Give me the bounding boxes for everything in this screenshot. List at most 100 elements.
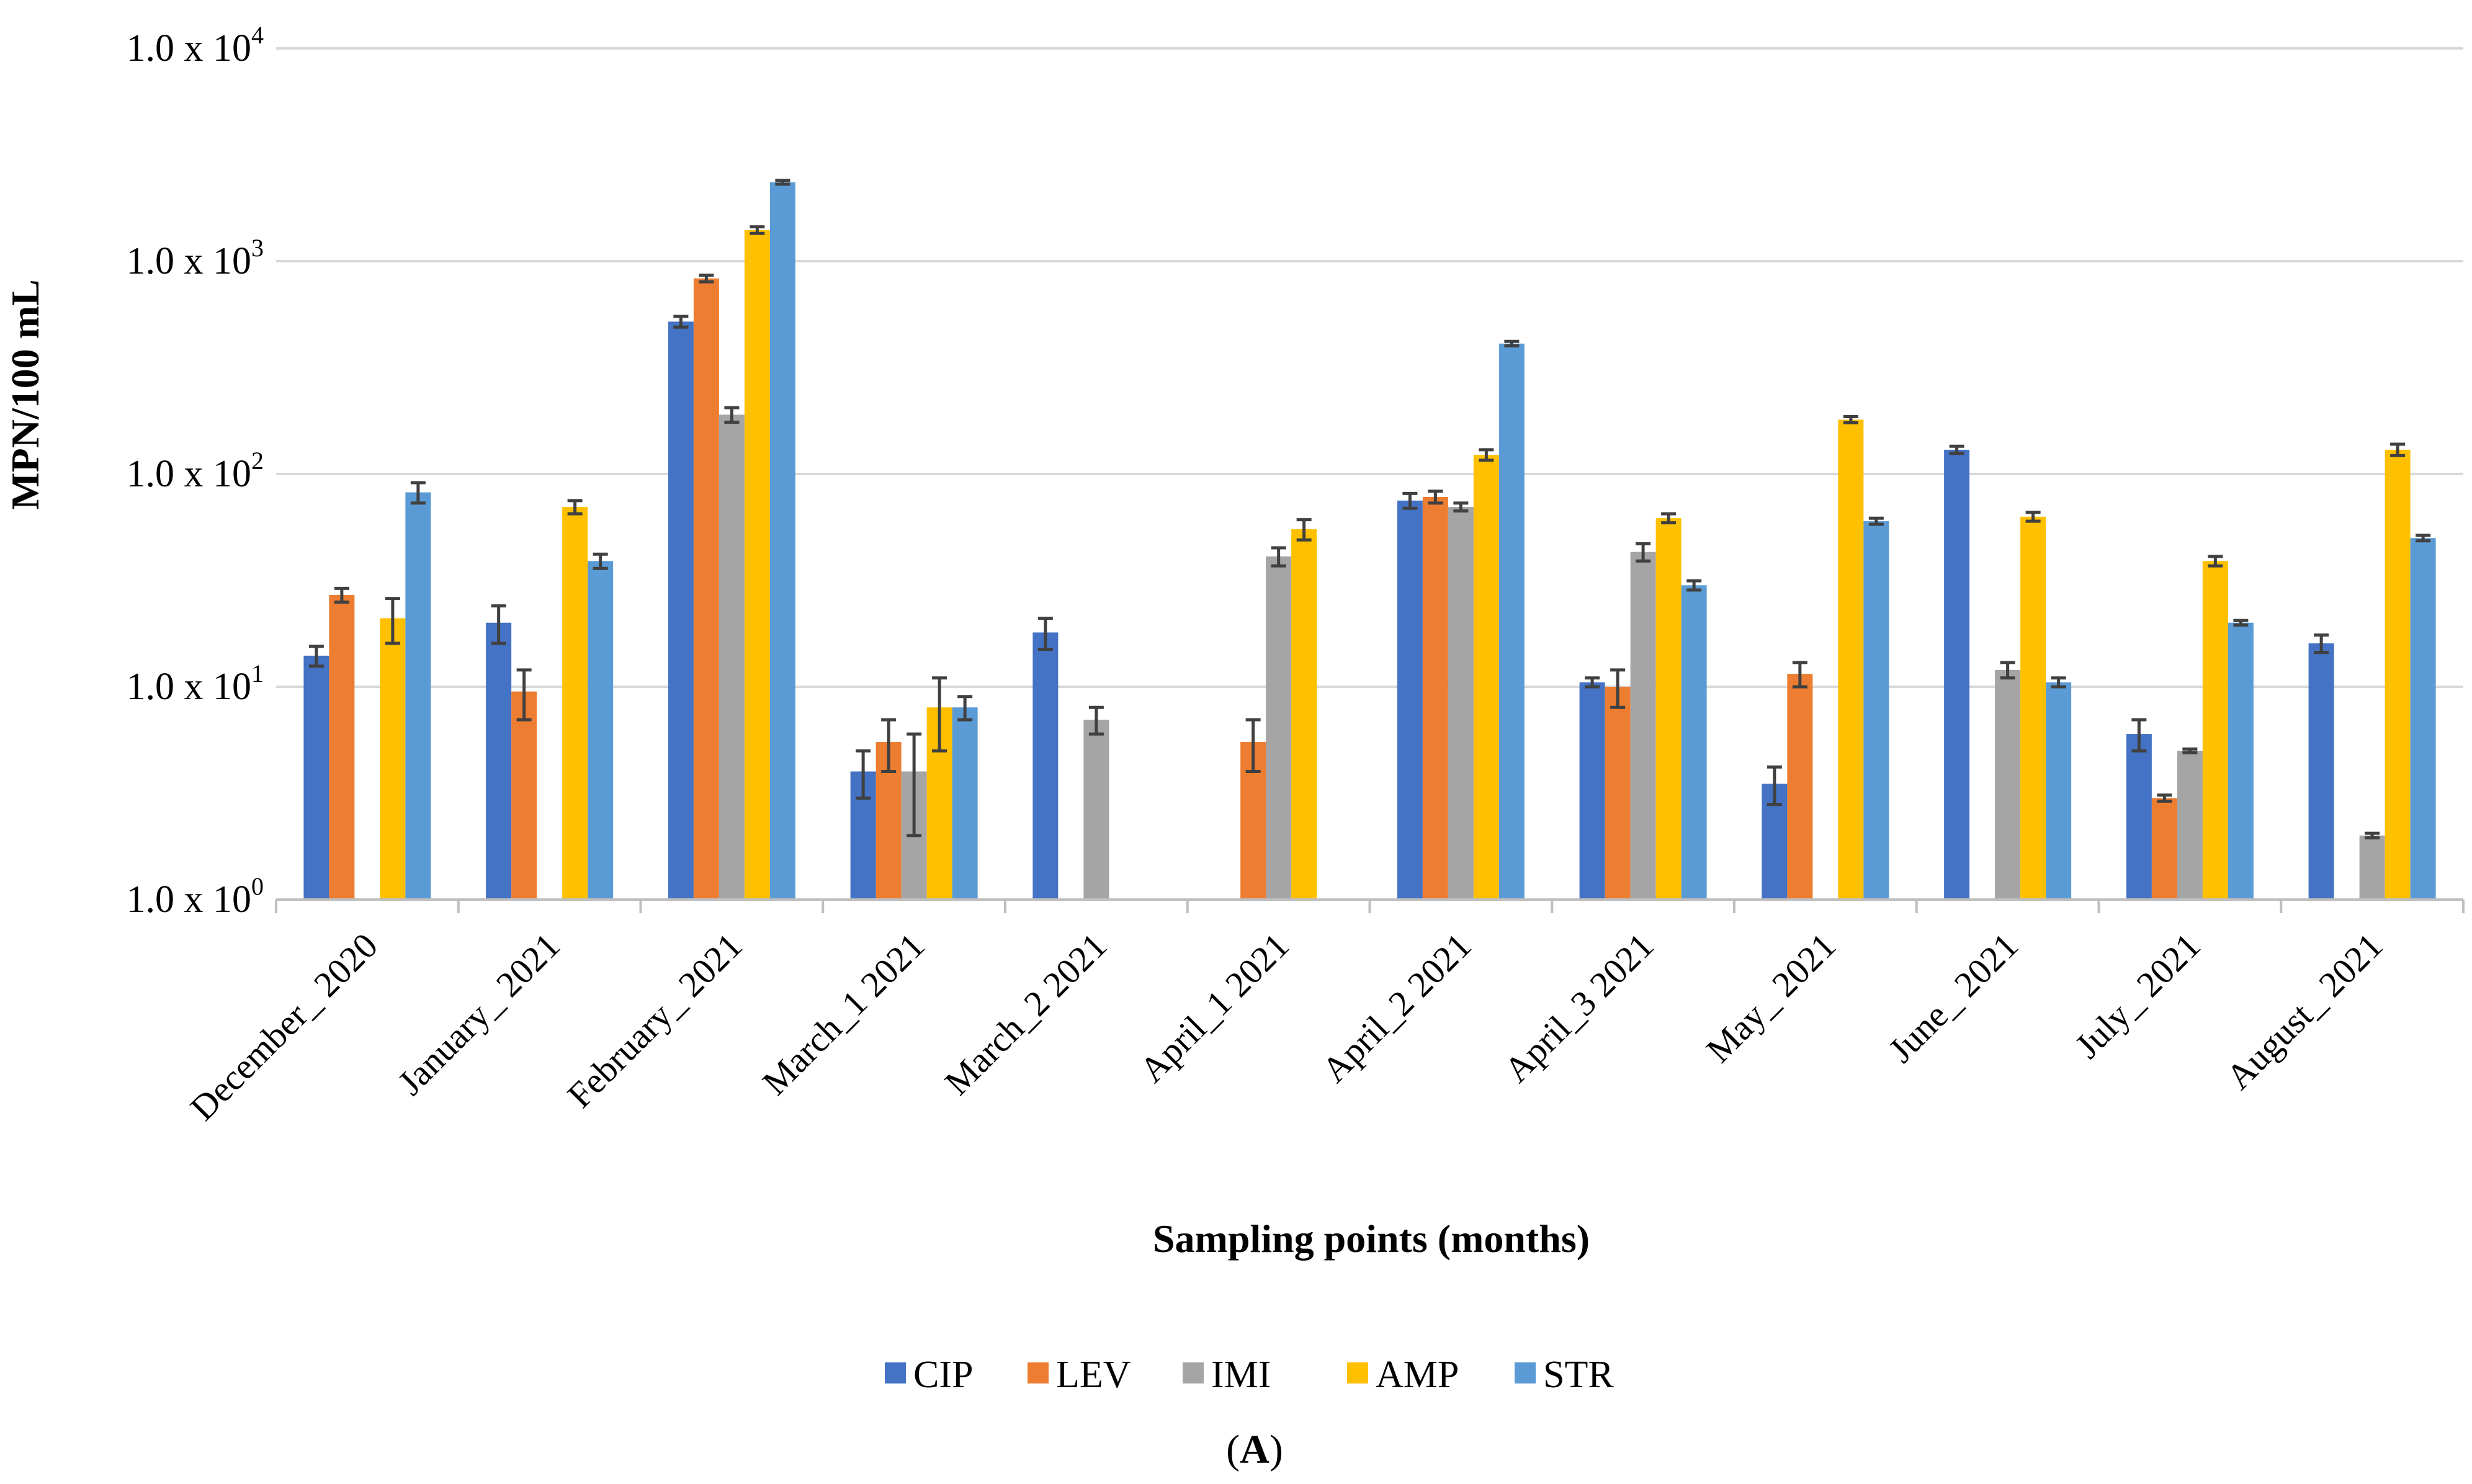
legend-item-str: STR <box>1515 1354 1614 1396</box>
legend-label: IMI <box>1211 1354 1271 1396</box>
bar-amp <box>2020 516 2046 900</box>
x-axis-title: Sampling points (months) <box>1153 1217 1590 1261</box>
legend-item-lev: LEV <box>1028 1354 1131 1396</box>
x-tick-label: March_1 2021 <box>755 925 932 1102</box>
error-bar-lev <box>1428 489 1443 505</box>
legend-item-amp: AMP <box>1347 1354 1459 1396</box>
bar-imi <box>719 414 745 900</box>
bar-str <box>1498 343 1525 900</box>
bar-cip <box>2126 734 2152 900</box>
error-bar-cip <box>673 315 689 329</box>
panel-label: (A) <box>1226 1427 1283 1472</box>
error-bar-amp <box>1296 518 1312 542</box>
bar-imi <box>1266 556 1292 900</box>
x-tick-label: April_3 2021 <box>1496 925 1661 1090</box>
bar-str <box>405 492 431 900</box>
x-tick-label: April_1 2021 <box>1132 925 1297 1090</box>
legend-label: CIP <box>913 1354 973 1396</box>
error-bar-cip <box>1585 676 1600 689</box>
bar-cip <box>668 321 694 900</box>
error-bar-amp <box>2025 511 2041 523</box>
error-bar-imi <box>1271 546 1286 568</box>
error-bar-cip <box>491 604 506 645</box>
bar-cip <box>2308 643 2334 900</box>
x-tick-label: December_ 2020 <box>182 925 385 1128</box>
bar-str <box>769 182 795 900</box>
error-bar-amp <box>1661 512 1677 525</box>
error-bar-imi <box>2182 747 2198 754</box>
error-bar-lev <box>1792 661 1807 689</box>
error-bar-str <box>1504 339 1520 347</box>
x-tick-label: August_ 2021 <box>2218 925 2390 1097</box>
y-axis-title: MPN/100 mL <box>3 279 47 510</box>
error-bar-str <box>2416 534 2431 543</box>
bar-str <box>1681 585 1707 900</box>
bar-cip <box>1397 500 1423 900</box>
error-bar-cip <box>2314 633 2329 655</box>
bar-str <box>1863 521 1889 900</box>
bar-amp <box>2385 449 2411 900</box>
bar-cip <box>303 655 329 900</box>
error-bar-str <box>1868 516 1884 526</box>
bar-cip <box>1032 632 1059 900</box>
bar-imi <box>2359 835 2385 900</box>
error-bar-cip <box>1949 444 1964 455</box>
bar-lev <box>329 595 355 900</box>
bar-amp <box>562 507 588 900</box>
bar-str <box>2046 682 2072 900</box>
bar-cip <box>1944 449 1970 900</box>
x-tick-label: May_ 2021 <box>1698 925 1843 1070</box>
error-bar-amp <box>1479 448 1494 462</box>
y-tick-label: 1.0 x 104 <box>127 21 264 69</box>
bar-lev <box>511 691 537 900</box>
bar-str <box>2228 622 2254 900</box>
y-tick-label: 1.0 x 103 <box>127 234 264 282</box>
error-bar-str <box>2233 619 2249 627</box>
legend: CIP LEV IMI AMP STR <box>885 1354 1614 1396</box>
bar-amp <box>744 230 770 900</box>
legend-label: LEV <box>1056 1354 1131 1396</box>
bar-imi <box>1083 720 1109 900</box>
legend-item-imi: IMI <box>1183 1354 1271 1396</box>
error-bar-amp <box>2390 442 2406 457</box>
bar-imi <box>1630 552 1656 900</box>
bars <box>303 182 2436 900</box>
y-tick-labels: 1.0 x 100 1.0 x 101 1.0 x 102 1.0 x 103 1.0 … <box>127 21 264 921</box>
error-bar-lev <box>2157 793 2172 803</box>
legend-swatch <box>1347 1362 1368 1383</box>
bar-lev <box>2151 798 2177 900</box>
bar-cip <box>486 622 512 900</box>
error-bar-cip <box>2131 718 2147 753</box>
bar-amp <box>1291 529 1317 900</box>
error-bar-amp <box>385 597 400 645</box>
bar-amp <box>2202 561 2228 900</box>
error-bar-cip <box>1767 765 1782 807</box>
legend-swatch <box>1028 1362 1049 1383</box>
error-bar-cip <box>856 749 871 800</box>
bar-lev <box>693 278 719 900</box>
gridlines <box>276 47 2463 688</box>
x-tick-label: January_ 2021 <box>390 925 568 1102</box>
error-bar-lev <box>881 718 897 773</box>
y-tick-label: 1.0 x 100 <box>127 872 264 921</box>
error-bar-imi <box>1453 501 1469 513</box>
error-bar-lev <box>334 586 349 604</box>
legend-swatch <box>885 1362 906 1383</box>
x-tick-label: February_ 2021 <box>560 925 750 1115</box>
error-bar-lev <box>516 668 532 722</box>
error-bar-cip <box>1037 616 1053 651</box>
bar-amp <box>1838 419 1864 900</box>
error-bar-lev <box>1245 718 1261 773</box>
error-bar-imi <box>1088 705 1104 736</box>
bar-lev <box>1422 497 1448 900</box>
bar-str <box>952 707 978 900</box>
error-bar-str <box>775 179 790 186</box>
bar-amp <box>1473 455 1499 900</box>
bar-lev <box>1605 687 1631 900</box>
x-tick-label: April_2 2021 <box>1314 925 1479 1090</box>
bar-amp <box>380 618 406 900</box>
bar-str <box>588 561 614 900</box>
legend-label: AMP <box>1376 1354 1459 1396</box>
error-bar-amp <box>2208 555 2223 568</box>
